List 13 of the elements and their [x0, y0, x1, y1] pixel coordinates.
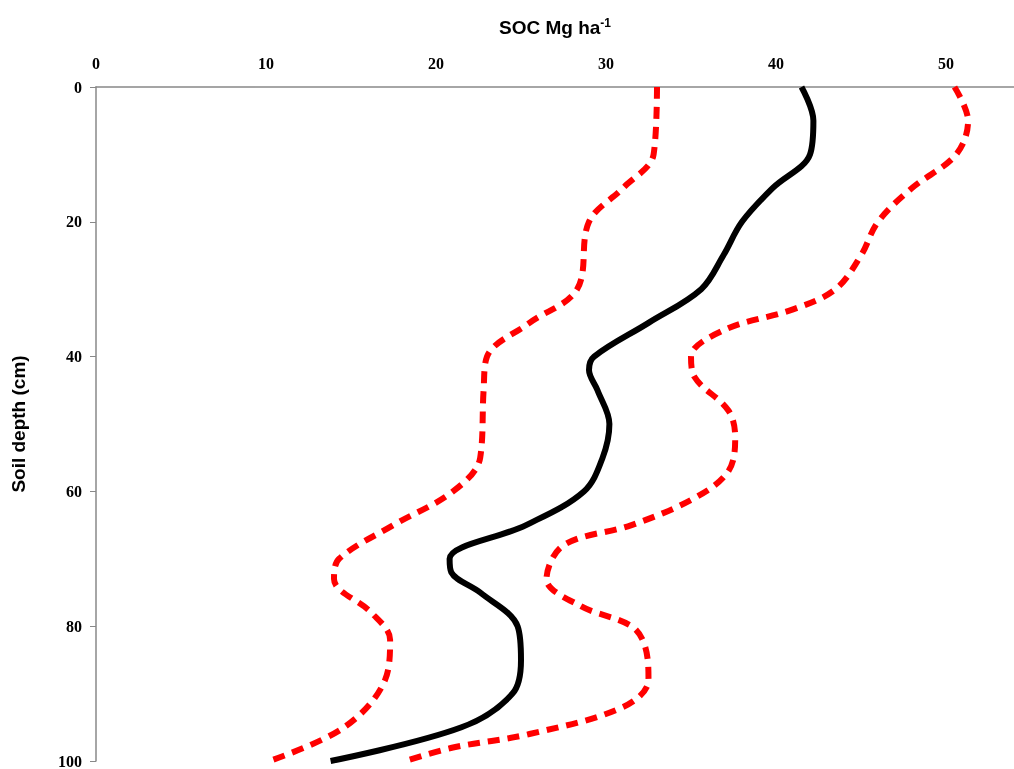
y-tick-label: 80: [66, 617, 82, 635]
y-axis-title: Soil depth (cm): [8, 355, 29, 493]
x-tick-label: 50: [938, 54, 954, 72]
y-tick-label: 40: [66, 348, 82, 366]
x-tick-label: 20: [428, 54, 444, 72]
y-tick-label: 60: [66, 482, 82, 500]
y-tick-label: 0: [74, 78, 82, 96]
x-tick-label: 0: [92, 54, 100, 72]
y-tick-label: 20: [66, 213, 82, 231]
x-tick-label: 40: [768, 54, 784, 72]
x-tick-label: 30: [598, 54, 614, 72]
x-tick-label: 10: [258, 54, 274, 72]
y-tick-label: 100: [58, 752, 82, 769]
